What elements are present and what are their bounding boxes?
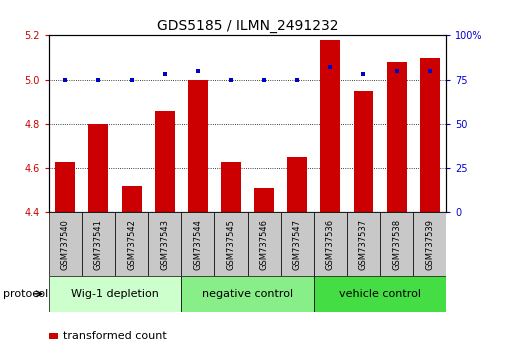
Point	[127, 77, 135, 82]
Bar	[214, 212, 247, 276]
Bar	[221, 161, 241, 212]
Point	[392, 68, 401, 74]
Text: protocol: protocol	[3, 289, 48, 299]
Text: GSM737542: GSM737542	[127, 219, 136, 270]
Bar	[49, 276, 181, 312]
Text: GSM737540: GSM737540	[61, 219, 70, 270]
Bar	[49, 212, 82, 276]
Bar	[380, 212, 413, 276]
Text: GSM737538: GSM737538	[392, 219, 401, 270]
Point	[161, 72, 169, 77]
Point	[293, 77, 301, 82]
Bar	[420, 58, 440, 212]
Bar	[353, 91, 373, 212]
Text: GSM737545: GSM737545	[226, 219, 235, 270]
Text: GSM737544: GSM737544	[193, 219, 202, 270]
Point	[94, 77, 103, 82]
Point	[260, 77, 268, 82]
Text: transformed count: transformed count	[63, 331, 167, 341]
Text: GSM737546: GSM737546	[260, 219, 269, 270]
Point	[194, 68, 202, 74]
Bar	[181, 212, 214, 276]
Bar	[148, 212, 181, 276]
Bar	[181, 276, 314, 312]
Bar	[287, 157, 307, 212]
Bar	[281, 212, 314, 276]
Text: GSM737537: GSM737537	[359, 219, 368, 270]
Bar	[314, 276, 446, 312]
Bar	[314, 212, 347, 276]
Point	[227, 77, 235, 82]
Text: GSM737541: GSM737541	[94, 219, 103, 270]
Text: GSM737547: GSM737547	[293, 219, 302, 270]
Point	[326, 64, 334, 70]
Text: GSM737536: GSM737536	[326, 219, 335, 270]
Bar	[387, 62, 406, 212]
Bar	[88, 124, 108, 212]
Text: Wig-1 depletion: Wig-1 depletion	[71, 289, 159, 299]
Bar	[413, 212, 446, 276]
Point	[61, 77, 69, 82]
Bar	[347, 212, 380, 276]
Point	[360, 72, 368, 77]
Point	[426, 68, 434, 74]
Text: GSM737543: GSM737543	[160, 219, 169, 270]
Text: negative control: negative control	[202, 289, 293, 299]
Bar	[82, 212, 115, 276]
Bar	[122, 186, 142, 212]
Title: GDS5185 / ILMN_2491232: GDS5185 / ILMN_2491232	[157, 19, 338, 33]
Bar	[55, 161, 75, 212]
Bar	[155, 110, 174, 212]
Bar	[115, 212, 148, 276]
Bar	[321, 40, 340, 212]
Bar	[188, 80, 208, 212]
Text: vehicle control: vehicle control	[339, 289, 421, 299]
Bar	[247, 212, 281, 276]
Bar	[254, 188, 274, 212]
Text: GSM737539: GSM737539	[425, 219, 434, 270]
